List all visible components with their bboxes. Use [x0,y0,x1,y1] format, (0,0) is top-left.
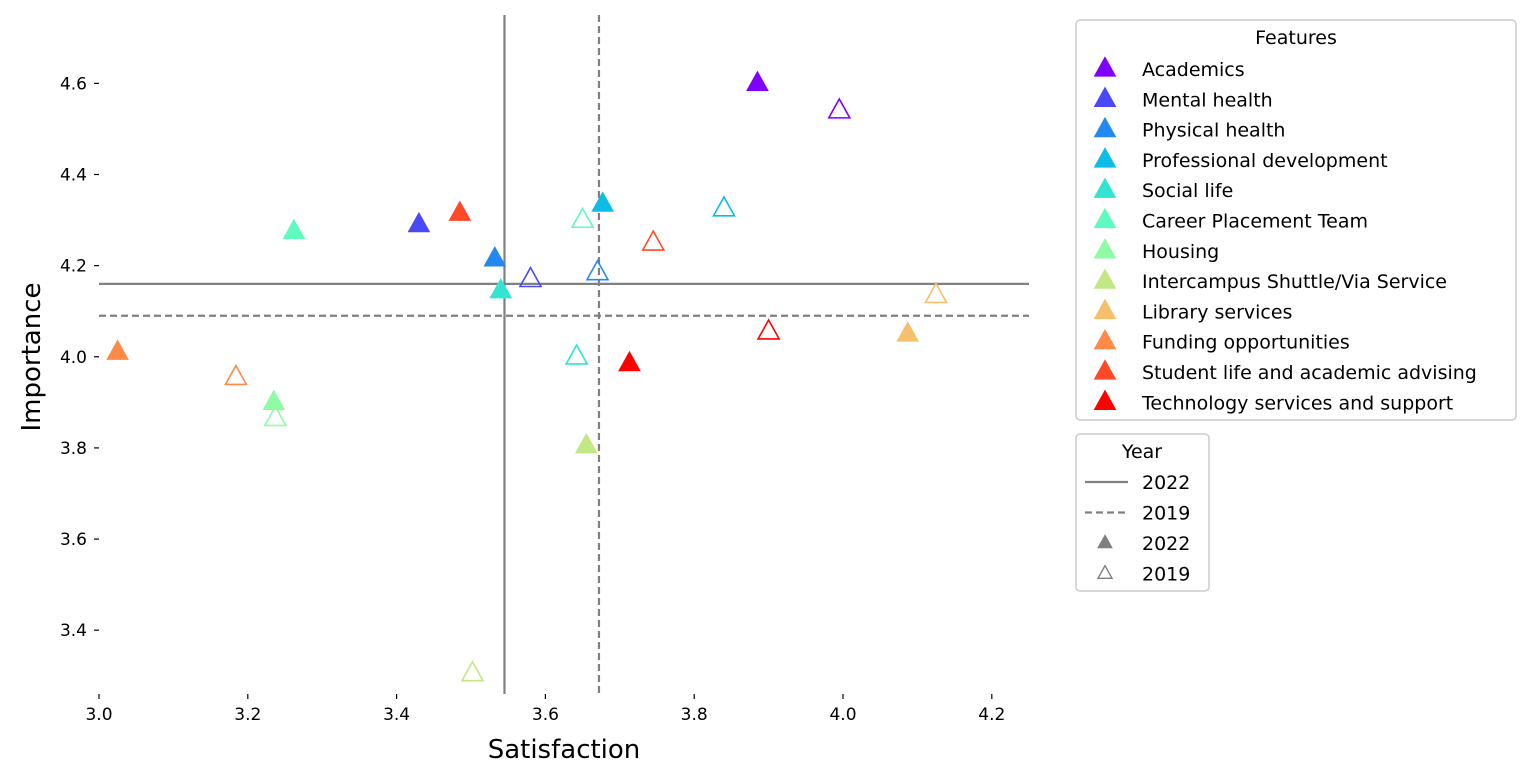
y-tick-label: 3.6 [60,530,87,550]
point-2019-physical-health [585,259,610,281]
y-tick-label: 3.8 [60,439,87,459]
legend-label: Housing [1142,241,1219,263]
legend-marker-open [1096,564,1114,579]
legend-marker [1093,56,1117,77]
point-2022-library-services [896,321,920,342]
point-2022-intercampus-shuttle-via-service [574,432,598,454]
features-legend-entries: Academics Mental health Physical health Pro… [1093,56,1477,414]
year-legend-label: 2022 [1142,472,1190,494]
legend-marker [1093,389,1117,410]
year-legend-label: 2019 [1142,503,1190,525]
x-tick-label: 3.4 [383,705,410,725]
point-2019-social-life [564,343,589,365]
point-2022-technology-services-and-support [618,350,641,372]
point-2022-professional-development [591,191,615,212]
legend-marker [1093,268,1117,289]
point-2019-academics [827,97,852,119]
x-tick-label: 3.8 [681,705,708,725]
point-2022-career-placement-team [282,218,306,240]
point-2019-housing [263,404,288,427]
legend-label: Career Placement Team [1142,211,1368,233]
y-tick-label: 4.6 [60,74,87,94]
year-legend-title: Year [1121,441,1162,463]
legend-marker [1093,177,1117,198]
point-2019-career-placement-team [570,206,595,229]
point-2022-mental-health [407,211,431,233]
legend-marker [1093,147,1117,168]
legend-marker [1093,238,1117,259]
point-2022-housing [262,389,286,411]
data-points [106,70,948,682]
legend-label: Academics [1142,59,1245,81]
legend-label: Professional development [1142,150,1388,172]
legend-marker [1093,359,1117,380]
legend-label: Technology services and support [1141,392,1453,414]
x-tick-label: 4.0 [829,705,856,725]
y-tick-label: 4.2 [60,257,87,277]
point-2019-technology-services-and-support [756,318,781,340]
y-tick-label: 4.4 [60,165,87,185]
point-2022-funding-opportunities [106,339,129,360]
legend-marker [1093,298,1117,320]
point-2019-library-services [924,281,948,304]
x-tick-label: 3.0 [85,705,112,725]
point-2019-mental-health [518,265,543,288]
legend-label: Mental health [1142,89,1273,111]
y-tick-label: 4.0 [60,348,87,368]
legend-label: Physical health [1142,120,1285,142]
point-2019-student-life-and-academic-advising [641,229,666,251]
legend-marker [1093,116,1117,138]
point-2022-social-life [489,277,513,299]
reference-lines [99,15,1029,694]
legend-marker-filled [1097,534,1113,549]
point-2019-professional-development [712,195,736,217]
y-axis: 3.4 3.6 3.8 4.0 4.2 4.4 4.6 [60,74,99,641]
x-axis-title: Satisfaction [488,735,641,765]
legend-label: Library services [1142,301,1292,323]
legend-marker [1093,328,1117,350]
legend-label: Funding opportunities [1142,332,1350,354]
features-legend-title: Features [1255,27,1337,49]
y-axis-title: Importance [17,283,47,432]
x-tick-label: 3.6 [532,705,559,725]
point-2019-funding-opportunities [224,363,248,386]
legend-label: Student life and academic advising [1142,362,1477,384]
year-legend-label: 2019 [1142,564,1190,586]
x-axis: 3.0 3.2 3.4 3.6 3.8 4.0 4.2 [85,694,1005,725]
point-2019-intercampus-shuttle-via-service [460,660,485,682]
year-legend-frame [1075,433,1210,592]
point-2022-physical-health [483,246,507,267]
year-legend-entries: 2022 2019 2022 2019 [1085,472,1190,586]
legend-marker [1093,86,1117,107]
features-legend: Features Academics Mental health Physical … [1075,19,1517,421]
features-legend-frame [1075,19,1517,421]
year-legend: Year 2022 2019 2022 2019 [1075,433,1210,592]
x-tick-label: 4.2 [978,705,1005,725]
year-legend-label: 2022 [1142,533,1190,555]
legend-label: Social life [1142,180,1233,202]
y-tick-label: 3.4 [60,621,87,641]
x-tick-label: 3.2 [234,705,261,725]
point-2022-academics [746,70,769,92]
point-2022-student-life-and-academic-advising [448,200,472,221]
legend-label: Intercampus Shuttle/Via Service [1142,271,1447,293]
legend-marker [1093,207,1117,229]
